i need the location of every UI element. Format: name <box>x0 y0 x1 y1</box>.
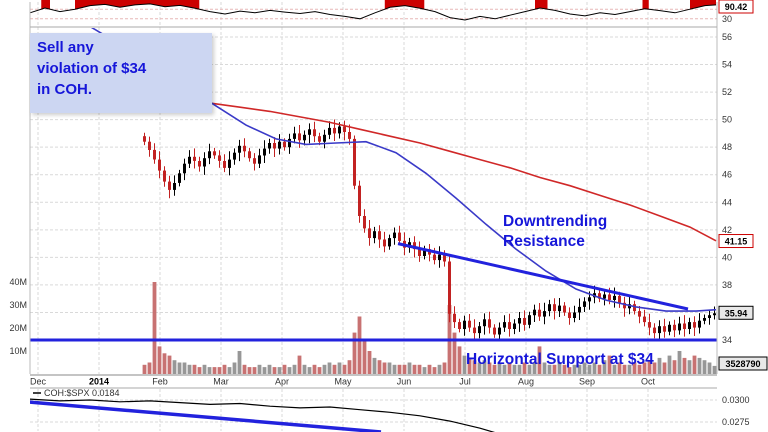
svg-text:Jul: Jul <box>459 377 471 387</box>
svg-text:Feb: Feb <box>152 377 168 387</box>
svg-text:Dec: Dec <box>30 377 47 387</box>
axis-value-box <box>718 356 768 371</box>
oscillator-line <box>29 3 717 21</box>
oscillator-overbought-area <box>642 0 649 10</box>
svg-text:46: 46 <box>722 170 732 180</box>
svg-text:40: 40 <box>722 252 732 262</box>
svg-text:0.0300: 0.0300 <box>722 395 750 405</box>
relative-strength-line <box>30 398 496 432</box>
axis-value-box <box>718 234 754 249</box>
svg-text:50: 50 <box>722 115 732 125</box>
ma50-line <box>90 28 717 312</box>
svg-text:38: 38 <box>722 280 732 290</box>
svg-text:44: 44 <box>722 197 732 207</box>
svg-text:30: 30 <box>722 14 732 24</box>
svg-text:Mar: Mar <box>213 377 229 387</box>
svg-text:52: 52 <box>722 87 732 97</box>
axis-value-box <box>718 305 754 320</box>
svg-text:Oct: Oct <box>641 377 656 387</box>
svg-text:35.94: 35.94 <box>725 308 748 318</box>
ma200-line <box>30 98 717 242</box>
svg-text:Aug: Aug <box>518 377 534 387</box>
oscillator-overbought-area <box>690 0 716 10</box>
svg-text:56: 56 <box>722 32 732 42</box>
svg-text:10M: 10M <box>9 346 27 356</box>
svg-text:3528790: 3528790 <box>725 359 760 369</box>
svg-text:30M: 30M <box>9 300 27 310</box>
svg-text:May: May <box>334 377 352 387</box>
svg-text:40M: 40M <box>9 277 27 287</box>
svg-text:20M: 20M <box>9 323 27 333</box>
axis-value-box <box>718 0 754 14</box>
svg-text:48: 48 <box>722 142 732 152</box>
svg-text:2014: 2014 <box>89 377 109 387</box>
svg-text:Sep: Sep <box>579 377 595 387</box>
relative-strength-panel <box>30 398 496 432</box>
svg-text:0.0275: 0.0275 <box>722 417 750 427</box>
price-panel <box>30 28 717 374</box>
svg-text:41.15: 41.15 <box>725 237 748 247</box>
svg-text:42: 42 <box>722 225 732 235</box>
svg-text:Jun: Jun <box>397 377 412 387</box>
oscillator-overbought-area <box>41 0 50 10</box>
svg-text:Apr: Apr <box>275 377 289 387</box>
svg-text:34: 34 <box>722 335 732 345</box>
oscillator-overbought-area <box>535 0 548 10</box>
relative-strength-trendline <box>30 400 382 432</box>
svg-text:COH:$SPX 0.0184: COH:$SPX 0.0184 <box>44 388 120 398</box>
downtrend-resistance-line <box>397 242 689 311</box>
svg-text:90.42: 90.42 <box>725 2 748 12</box>
svg-text:54: 54 <box>722 60 732 70</box>
